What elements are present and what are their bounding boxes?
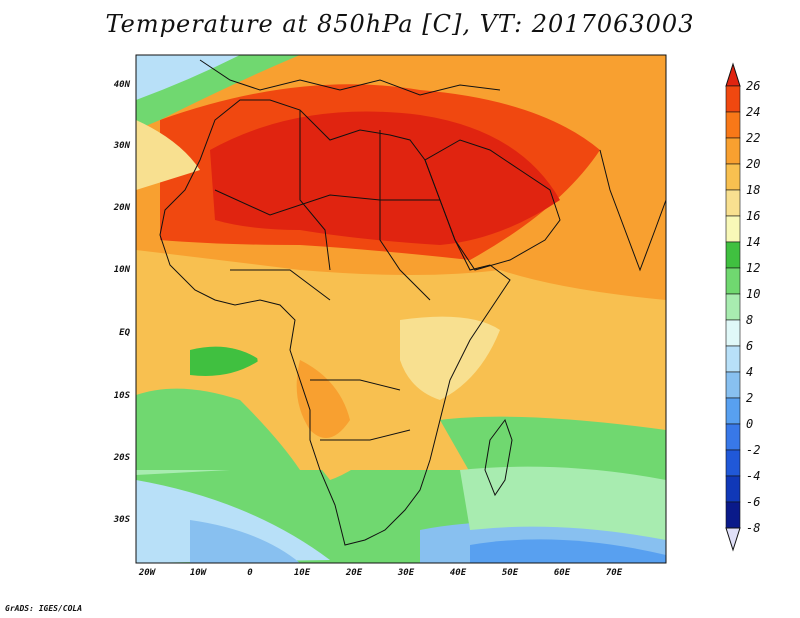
temperature-field: [136, 55, 666, 563]
colorbar-swatch: [725, 319, 741, 347]
colorbar-swatch: [725, 397, 741, 425]
lon-tick: 60E: [553, 568, 571, 578]
plot-frame: [135, 54, 667, 564]
colorbar-swatch: [725, 501, 741, 529]
colorbar: [725, 62, 741, 552]
map-title: Temperature at 850hPa [C], VT: 201706300…: [105, 10, 695, 38]
colorbar-swatch: [725, 267, 741, 295]
colorbar-label: 6: [746, 339, 754, 353]
colorbar-swatch: [725, 423, 741, 451]
colorbar-swatch: [725, 137, 741, 165]
colorbar-label: 12: [746, 261, 761, 275]
colorbar-cap-bottom: [725, 527, 741, 552]
lon-tick: 10E: [293, 568, 311, 578]
lon-tick: 20W: [138, 568, 156, 578]
colorbar-label: 0: [746, 417, 754, 431]
colorbar-swatch: [725, 449, 741, 477]
lat-tick: EQ: [119, 328, 130, 338]
lat-tick: 30N: [113, 141, 130, 151]
colorbar-label: 22: [746, 131, 761, 145]
lat-tick: 10S: [113, 391, 130, 401]
coastlines: [159, 59, 666, 546]
colorbar-label: -8: [746, 521, 761, 535]
lon-tick: 70E: [605, 568, 623, 578]
colorbar-label: 26: [746, 79, 761, 93]
colorbar-swatch: [725, 475, 741, 503]
colorbar-label: 10: [746, 287, 761, 301]
lat-tick: 20S: [113, 453, 130, 463]
colorbar-swatch: [725, 85, 741, 113]
colorbar-label: 2: [746, 391, 754, 405]
lon-tick: 10W: [189, 568, 207, 578]
lat-tick: 30S: [113, 515, 130, 525]
lon-tick: 20E: [345, 568, 363, 578]
lon-tick: 0: [247, 568, 253, 578]
credit-text: GrADS: IGES/COLA: [5, 604, 83, 613]
colorbar-cap-top: [725, 62, 741, 87]
colorbar-swatch: [725, 345, 741, 373]
lat-tick: 10N: [113, 265, 130, 275]
colorbar-label: 24: [746, 105, 761, 119]
colorbar-swatch: [725, 163, 741, 191]
colorbar-label: -2: [746, 443, 761, 457]
lon-tick: 40E: [449, 568, 467, 578]
colorbar-swatch: [725, 293, 741, 321]
colorbar-swatch: [725, 371, 741, 399]
lat-tick: 20N: [113, 203, 130, 213]
colorbar-swatch: [725, 241, 741, 269]
colorbar-swatch: [725, 189, 741, 217]
colorbar-label: -6: [746, 495, 761, 509]
colorbar-label: 14: [746, 235, 761, 249]
colorbar-label: 8: [746, 313, 754, 327]
lat-tick: 40N: [113, 80, 130, 90]
colorbar-swatch: [725, 111, 741, 139]
colorbar-label: 18: [746, 183, 761, 197]
colorbar-label: 4: [746, 365, 754, 379]
colorbar-label: 16: [746, 209, 761, 223]
colorbar-label: -4: [746, 469, 761, 483]
colorbar-swatch: [725, 215, 741, 243]
lon-tick: 30E: [397, 568, 415, 578]
lon-tick: 50E: [501, 568, 519, 578]
colorbar-label: 20: [746, 157, 761, 171]
